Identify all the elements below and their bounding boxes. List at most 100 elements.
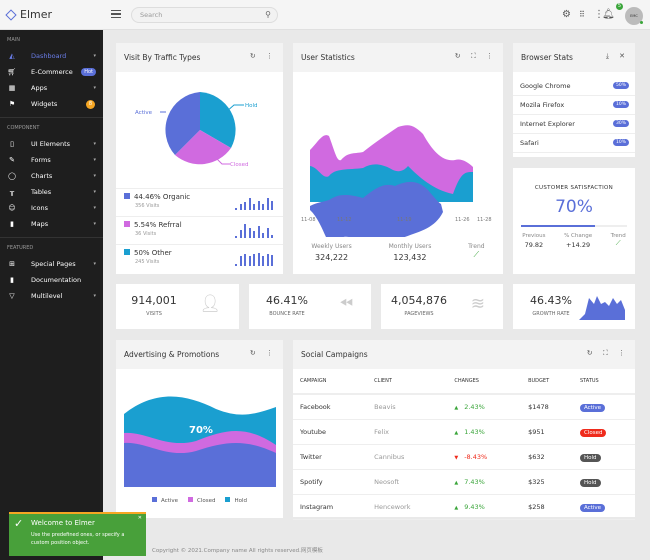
table-row[interactable]: Instagram Hencework ▲ 9.43% $258 Active — [293, 494, 635, 520]
search-icon[interactable]: ⚲ — [265, 10, 271, 19]
campaign-cell: Facebook — [293, 394, 368, 420]
card-tools[interactable]: ⤓ ✕ — [605, 52, 629, 60]
spark-bar — [244, 202, 246, 210]
chevron-down-icon[interactable]: ▾ — [93, 261, 96, 267]
card-tools[interactable]: ↻ ⛶ ⋮ — [454, 52, 497, 60]
column-header[interactable]: CLIENT — [367, 369, 448, 395]
spark-bar — [239, 256, 242, 266]
spark-bar — [239, 230, 242, 238]
table-icon: ╥ — [9, 188, 15, 196]
sidebar-item-icons[interactable]: ☺ Icons ▾ — [0, 200, 103, 216]
sidebar-item-label: Multilevel — [31, 292, 63, 300]
chevron-down-icon[interactable]: ▾ — [93, 205, 96, 211]
x-tick-label: 11-28 — [477, 217, 492, 223]
close-icon[interactable]: ✕ — [137, 515, 142, 521]
spark-bar — [262, 204, 264, 210]
stream-layer-cyan — [310, 164, 473, 202]
table-row[interactable]: Youtube Felix ▲ 1.43% $951 Closed — [293, 419, 635, 445]
spark-bar — [271, 235, 273, 238]
menu-toggle-icon[interactable] — [111, 10, 121, 20]
x-tick-label: 11-19 — [397, 217, 412, 223]
book-icon: ▮ — [10, 276, 14, 284]
stream-layer-blue — [310, 181, 443, 248]
table-row[interactable]: Spotify Neosoft ▲ 7.43% $325 Hold — [293, 469, 635, 495]
search-input[interactable]: Search ⚲ — [131, 7, 278, 23]
sidebar-item-ui-elements[interactable]: ▯ UI Elements ▾ — [0, 136, 103, 152]
toast-notification[interactable]: ✓ ✕ Welcome to Elmer Use the predefined … — [9, 512, 146, 556]
sparkline-bars — [235, 224, 273, 238]
sidebar-item-apps[interactable]: ▦ Apps ▾ — [0, 80, 103, 96]
card-tools[interactable]: ↻ ⛶ ⋮ — [586, 349, 629, 357]
sidebar-item-widgets[interactable]: ⚑ Widgets 8 — [0, 96, 103, 112]
sidebar-item-label: Dashboard — [31, 52, 67, 60]
column-header[interactable]: BUDGET — [521, 369, 573, 395]
avatar[interactable]: EMC — [625, 7, 643, 25]
sidebar-item-label: Maps — [31, 220, 49, 228]
spark-bar — [235, 264, 237, 266]
sidebar-item-e-commerce[interactable]: 🛒︎ E-Commerce Hot — [0, 64, 103, 80]
spark-bar — [271, 255, 273, 266]
refresh-icon[interactable]: ↻ ⋮ — [249, 52, 277, 60]
pencil-icon: ✎ — [9, 156, 15, 164]
column-header[interactable]: CHANGES — [447, 369, 522, 395]
spark-bar — [235, 208, 237, 210]
search-placeholder: Search — [140, 11, 163, 19]
sidebar-item-special-pages[interactable]: ⊞ Special Pages ▾ — [0, 256, 103, 272]
bell-icon[interactable]: 🔔︎ — [602, 9, 615, 20]
card-title: Social Campaigns — [301, 350, 368, 359]
column-header[interactable]: STATUS — [572, 369, 635, 395]
toast-title: Welcome to Elmer — [31, 519, 95, 527]
spark-bar — [253, 231, 255, 238]
card-tools[interactable]: ↻ ⋮ — [249, 349, 277, 357]
logo[interactable]: Elmer — [5, 8, 52, 21]
budget-cell: $632 — [521, 444, 573, 470]
chevron-down-icon[interactable]: ▾ — [93, 157, 96, 163]
spark-bar — [248, 198, 251, 210]
chevron-down-icon[interactable]: ▾ — [93, 173, 96, 179]
chevron-down-icon[interactable]: ▾ — [93, 141, 96, 147]
budget-cell: $1478 — [521, 394, 573, 420]
sidebar-item-label: Documentation — [31, 276, 82, 284]
sidebar-item-multilevel[interactable]: ▽ Multilevel ▾ — [0, 288, 103, 304]
chevron-down-icon[interactable]: ▾ — [93, 293, 96, 299]
trend-icon: ⟋ — [473, 250, 480, 259]
legend-swatch — [151, 497, 157, 502]
sidebar-item-tables[interactable]: ╥ Tables ▾ — [0, 184, 103, 200]
gear-icon[interactable]: ⚙ — [562, 9, 571, 20]
hot-badge: Hot — [81, 68, 96, 76]
more-vertical-icon[interactable]: ⋮ — [594, 9, 604, 20]
spark-bar — [244, 254, 246, 266]
sidebar: MAIN ◭ Dashboard ▾ 🛒︎ E-Commerce Hot ▦ Apps ▾ ⚑ Wid… — [0, 30, 103, 560]
spark-bar — [239, 204, 242, 210]
satisfaction-value: 70% — [555, 197, 593, 217]
map-icon: ▮ — [10, 220, 14, 228]
sidebar-item-dashboard[interactable]: ◭ Dashboard ▾ — [0, 48, 103, 64]
sidebar-item-documentation[interactable]: ▮ Documentation — [0, 272, 103, 288]
client-cell: Hencework — [367, 494, 448, 520]
legend: Active Closed Hold — [116, 497, 283, 504]
table-row[interactable]: Facebook Beavis ▲ 2.43% $1478 Active — [293, 394, 635, 420]
stat-label: BOUNCE RATE — [269, 311, 305, 317]
spark-bar — [235, 236, 237, 238]
change-cell: ▲ 7.43% — [447, 469, 522, 495]
chevron-down-icon[interactable]: ▾ — [93, 221, 96, 227]
stat-card-pageviews: 4,054,876 PAGEVIEWS ≋ — [381, 284, 503, 329]
sparkline-bars — [235, 198, 273, 210]
change-value: +14.29 — [566, 241, 591, 249]
apps-grid-icon[interactable]: ⠿ — [579, 10, 585, 19]
sidebar-item-forms[interactable]: ✎ Forms ▾ — [0, 152, 103, 168]
change-cell: ▼ -8.43% — [447, 444, 522, 470]
table-row[interactable]: Twitter Cannibus ▼ -8.43% $632 Hold — [293, 444, 635, 470]
browser-pct-badge: 10% — [612, 101, 629, 108]
sidebar-item-charts[interactable]: ◯ Charts ▾ — [0, 168, 103, 184]
trend-icon: ⟋ — [615, 239, 621, 247]
change-value: 2.43% — [464, 402, 485, 411]
chevron-down-icon[interactable]: ▾ — [93, 53, 96, 59]
change-label: % Change — [564, 233, 593, 239]
chevron-down-icon[interactable]: ▾ — [93, 85, 96, 91]
metric-label: Weekly Users — [311, 243, 352, 250]
column-header[interactable]: CAMPAIGN — [293, 369, 368, 395]
chevron-down-icon[interactable]: ▾ — [93, 189, 96, 195]
arrow-up-icon: ▲ — [454, 479, 459, 486]
sidebar-item-maps[interactable]: ▮ Maps ▾ — [0, 216, 103, 232]
